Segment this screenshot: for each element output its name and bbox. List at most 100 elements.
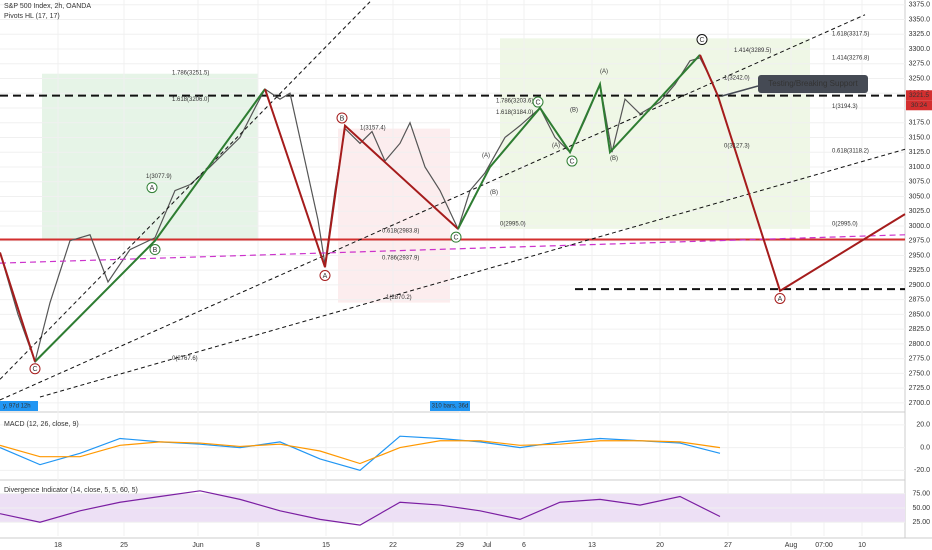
callout-pointer — [721, 85, 759, 97]
y-tick-label: 3325.0 — [909, 31, 931, 38]
x-tick-label: Aug — [785, 542, 798, 549]
y-tick-label: 3150.0 — [909, 134, 931, 141]
fib-label: (A) — [552, 143, 560, 149]
series-line — [0, 57, 719, 364]
divergence-label: Divergence Indicator (14, close, 5, 5, 6… — [4, 487, 138, 494]
fib-label: 0.786(2937.9) — [382, 256, 419, 262]
fib-label: 0(2995.0) — [832, 221, 858, 227]
fib-label: 1.414(3276.8) — [832, 56, 869, 62]
x-tick-label: 20 — [656, 542, 664, 549]
indicator-label: Pivots HL (17, 17) — [4, 13, 60, 20]
x-tick-label: 22 — [389, 542, 397, 549]
x-tick-label: 6 — [522, 542, 526, 549]
fib-label: 0(2767.6) — [172, 356, 198, 362]
x-tick-label: Jun — [192, 542, 203, 549]
series-line — [0, 490, 721, 526]
y-tick-label: 3175.0 — [909, 120, 931, 127]
x-tick-label: 10 — [858, 542, 866, 549]
fib-label: 0.618(3118.2) — [832, 149, 869, 155]
y-tick-label: 3000.0 — [909, 223, 931, 230]
x-tick-label: 8 — [256, 542, 260, 549]
y-tick-label: 3050.0 — [909, 193, 931, 200]
fib-label: 1(3242.0) — [724, 76, 750, 82]
series-line — [264, 88, 459, 268]
fib-label: 1(3157.4) — [360, 126, 386, 132]
wave-marker — [450, 231, 462, 243]
y-tick-label: 2750.0 — [909, 370, 931, 377]
fib-label: 0(2995.0) — [500, 221, 526, 227]
wave-marker — [29, 363, 41, 375]
series-line — [699, 54, 906, 293]
fib-label: 1.786(3251.5) — [172, 70, 209, 76]
wave-label: A — [150, 185, 155, 192]
wave-label: B — [153, 247, 158, 254]
y-tick-label: 3375.0 — [909, 2, 931, 9]
callout-text: Testing/Breaking Support — [768, 79, 858, 88]
y-tick-label: 0.0 — [920, 444, 930, 451]
series-line — [0, 435, 721, 472]
series-line — [0, 234, 906, 264]
y-tick-label: 3350.0 — [909, 16, 931, 23]
y-tick-label: 3025.0 — [909, 208, 931, 215]
wave-label: A — [323, 273, 328, 280]
fib-label: 0(3127.3) — [724, 143, 750, 149]
range-tag-label: 310 bars, 36d — [432, 404, 469, 410]
x-tick-label: 29 — [456, 542, 464, 549]
y-tick-label: 2725.0 — [909, 385, 931, 392]
series-line — [0, 252, 36, 362]
y-tick-label: 3300.0 — [909, 46, 931, 53]
y-tick-label: 3075.0 — [909, 179, 931, 186]
wave-label: C — [535, 99, 540, 106]
wave-marker — [336, 112, 348, 124]
y-tick-label: 3250.0 — [909, 75, 931, 82]
series-line — [0, 440, 721, 465]
x-tick-label: 25 — [120, 542, 128, 549]
macd-label: MACD (12, 26, close, 9) — [4, 421, 79, 428]
x-tick-label: 27 — [724, 542, 732, 549]
price-tag-label: 3221.5 — [909, 92, 929, 99]
fib-label: (B) — [490, 190, 498, 196]
x-tick-label: 18 — [54, 542, 62, 549]
wave-label: C — [453, 234, 458, 241]
wave-marker — [696, 34, 708, 46]
wave-marker — [774, 293, 786, 305]
y-tick-label: 2775.0 — [909, 356, 931, 363]
range-tag — [0, 401, 38, 411]
y-tick-label: 2800.0 — [909, 341, 931, 348]
fib-label: (A) — [482, 153, 490, 159]
series-line — [0, 14, 866, 401]
countdown-label: 30:24 — [911, 102, 928, 109]
series-line — [457, 54, 701, 230]
y-tick-label: 2925.0 — [909, 267, 931, 274]
fib-zone — [500, 38, 810, 229]
x-tick-label: 13 — [588, 542, 596, 549]
y-tick-label: 50.00 — [912, 505, 930, 512]
fib-label: (B) — [570, 107, 578, 113]
wave-marker — [146, 182, 158, 194]
fib-label: 1.618(3206.0) — [172, 97, 209, 103]
callout-box — [758, 75, 868, 93]
y-tick-label: 2900.0 — [909, 282, 931, 289]
fib-label: 1.618(3317.5) — [832, 31, 869, 37]
y-tick-label: 3275.0 — [909, 61, 931, 68]
wave-marker — [532, 96, 544, 108]
y-tick-label: 3125.0 — [909, 149, 931, 156]
range-tag-label: y, 97d 12h — [3, 404, 31, 410]
y-tick-label: 2975.0 — [909, 238, 931, 245]
price-tag — [906, 90, 932, 101]
wave-marker — [566, 155, 578, 167]
wave-label: B — [340, 115, 345, 122]
fib-zone — [42, 73, 258, 241]
fib-label: 1.618(3184.0) — [496, 110, 533, 116]
wave-label: A — [778, 296, 783, 303]
y-tick-label: 2825.0 — [909, 326, 931, 333]
y-tick-label: -20.0 — [914, 467, 930, 474]
fib-label: 1(2870.2) — [386, 295, 412, 301]
wave-label: C — [569, 158, 574, 165]
y-tick-label: 20.0 — [916, 422, 930, 429]
fib-zone — [338, 128, 450, 303]
wave-label: C — [32, 366, 37, 373]
y-tick-label: 75.00 — [912, 491, 930, 498]
